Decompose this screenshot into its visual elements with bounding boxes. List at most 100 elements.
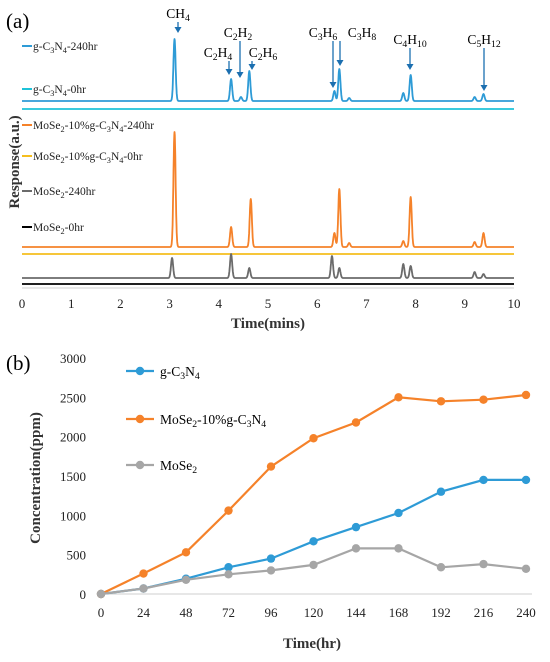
data-point <box>479 559 488 569</box>
legend-item-mose2-0hr: MoSe2-0hr <box>22 222 84 236</box>
panel-b-x-tick-label: 24 <box>137 605 151 620</box>
data-point <box>309 537 318 546</box>
peak-label-c2h2: C2H2 <box>224 25 252 78</box>
panel-b-label: (b) <box>6 351 31 375</box>
peak-label-c5h12: C5H12 <box>467 32 501 91</box>
legend-label: MoSe2-10%g-C3N4-0hr <box>33 151 143 165</box>
panel-a-x-tick-label: 4 <box>216 296 223 311</box>
legend-swatch-marker <box>135 366 145 376</box>
panel-a-y-axis-label: Response(a.u.) <box>7 115 23 208</box>
series-mose2 <box>96 544 531 599</box>
data-point <box>139 569 148 578</box>
panel-b-y-axis-label: Concentration(ppm) <box>28 412 44 544</box>
data-point <box>436 397 446 406</box>
panel-a-x-tick-label: 5 <box>265 296 272 311</box>
legend-item-mose2-10-g-c3n4-0hr: MoSe2-10%g-C3N4-0hr <box>22 151 143 165</box>
data-point <box>521 390 531 400</box>
panel-a-x-tick-label: 8 <box>412 296 419 311</box>
data-point <box>479 395 488 404</box>
peak-label-c2h6: C2H6 <box>248 45 278 70</box>
panel-b-y-tick-label: 0 <box>80 587 87 602</box>
peak-label-text: CH4 <box>166 6 190 24</box>
data-point <box>266 462 276 471</box>
legend-swatch-marker <box>135 460 145 470</box>
peak-label-c2h4: C2H4 <box>204 45 233 75</box>
peak-arrow-head <box>174 27 182 33</box>
data-point <box>351 544 361 553</box>
panel-a-x-tick-label: 10 <box>508 296 521 311</box>
data-point <box>521 475 531 485</box>
legend-label: MoSe2-240hr <box>33 186 95 200</box>
panel-b-x-tick-label: 120 <box>304 605 324 620</box>
data-point <box>96 589 106 599</box>
peak-arrow-head <box>248 64 256 70</box>
data-point <box>309 434 318 443</box>
trace-mose2-10-g-c3n4-240hr <box>22 131 515 248</box>
legend-label: MoSe2-0hr <box>33 222 84 236</box>
data-point <box>266 554 276 563</box>
legend-item-g-c3n4-0hr: g-C3N4-0hr <box>22 84 86 98</box>
panel-a-x-tick-label: 3 <box>166 296 173 311</box>
panel-b: (b) 0 500 1000 1500 2000 2500 3000 0 24 48 72 96 120… <box>6 351 536 652</box>
panel-b-y-tick-label: 3000 <box>60 351 86 366</box>
peak-arrow-head <box>225 69 233 75</box>
panel-b-x-tick-label: 192 <box>431 605 451 620</box>
legend-label: MoSe2 <box>160 458 197 476</box>
panel-b-y-tick-label: 2500 <box>60 390 86 405</box>
legend-label: g-C3N4 <box>160 364 200 382</box>
peak-arrow-head <box>336 60 344 66</box>
peak-label-text: C3H6 <box>309 25 338 43</box>
legend-item-mose2-10-g-c3n4: MoSe2-10%g-C3N4 <box>126 412 266 430</box>
panel-a-x-tick-label: 9 <box>462 296 469 311</box>
panel-a-peak-labels: CH4 C2H4 C2H2 C2H6 C3H6 C3H8 C4H10 C5H12 <box>166 6 501 91</box>
panel-a-x-tick-label: 1 <box>68 296 75 311</box>
peak-arrow-head <box>236 72 244 78</box>
peak-label-c3h6: C3H6 <box>309 25 338 88</box>
legend-item-mose2-10-g-c3n4-240hr: MoSe2-10%g-C3N4-240hr <box>22 120 154 134</box>
panel-a-label: (a) <box>6 9 29 33</box>
panel-a-x-tick-label: 7 <box>363 296 370 311</box>
panel-b-x-tick-label: 144 <box>346 605 366 620</box>
peak-label-text: C2H4 <box>204 45 233 63</box>
data-point <box>351 522 361 532</box>
data-point <box>224 563 233 572</box>
series-g-c3n4 <box>96 475 531 599</box>
panel-b-legend: g-C3N4 MoSe2-10%g-C3N4 MoSe2 <box>126 364 266 476</box>
panel-b-y-tick-label: 500 <box>67 548 87 563</box>
data-point <box>181 548 191 557</box>
legend-label: g-C3N4-240hr <box>33 41 98 55</box>
data-point <box>139 584 148 593</box>
legend-item-mose2-240hr: MoSe2-240hr <box>22 186 95 200</box>
peak-label-c3h8: C3H8 <box>336 25 377 66</box>
legend-item-g-c3n4-240hr: g-C3N4-240hr <box>22 41 98 55</box>
panel-a: (a) g-C3N4-240hr g-C3N4-0hr MoSe2-10%g-C3N… <box>6 6 521 332</box>
data-point <box>436 563 446 572</box>
data-point <box>266 566 276 575</box>
data-point <box>394 508 403 518</box>
peak-arrow-head <box>329 82 337 88</box>
panel-a-x-tick-label: 6 <box>314 296 321 311</box>
data-point <box>224 506 233 515</box>
peak-label-ch4: CH4 <box>166 6 190 33</box>
panel-b-x-tick-label: 72 <box>222 605 235 620</box>
panel-a-x-tick-label: 2 <box>117 296 124 311</box>
panel-b-x-tick-label: 0 <box>98 605 105 620</box>
data-point <box>521 564 531 574</box>
panel-b-series <box>96 390 531 599</box>
peak-label-text: C5H12 <box>467 32 500 50</box>
trace-g-c3n4-240hr <box>22 38 515 102</box>
panel-b-axes: 0 500 1000 1500 2000 2500 3000 0 24 48 72 96 120 144 1… <box>60 351 536 620</box>
data-point <box>479 475 488 485</box>
panel-a-traces <box>21 38 515 285</box>
data-point <box>394 393 403 402</box>
panel-b-x-axis-label: Time(hr) <box>283 636 341 652</box>
legend-label: MoSe2-10%g-C3N4 <box>160 412 266 430</box>
data-point <box>224 570 233 579</box>
peak-label-text: C2H6 <box>249 45 278 63</box>
panel-b-x-tick-label: 216 <box>474 605 494 620</box>
peak-label-text: C4H10 <box>393 32 426 50</box>
trace-mose2-240hr <box>22 253 515 279</box>
data-point <box>394 544 403 553</box>
peak-label-text: C3H8 <box>348 25 377 43</box>
legend-item-mose2: MoSe2 <box>126 458 197 476</box>
